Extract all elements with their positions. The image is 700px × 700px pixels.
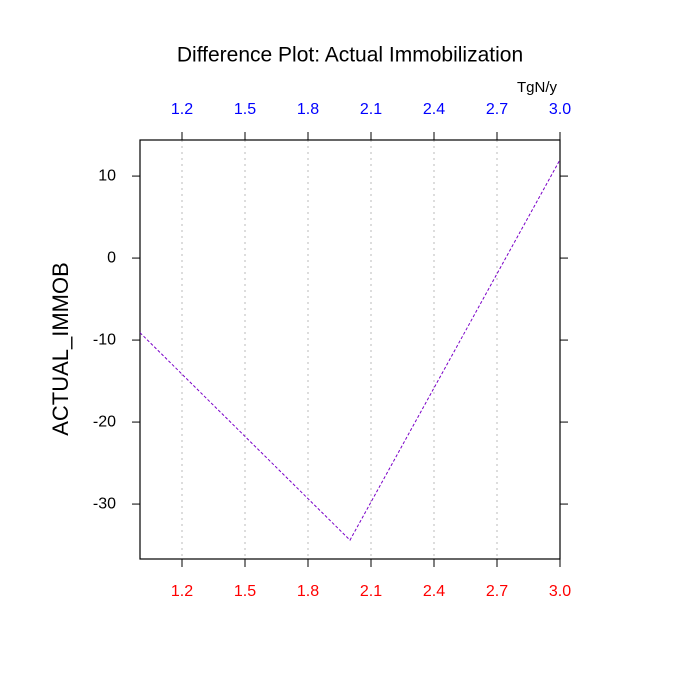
x2-tick-label: 1.5 [234,101,256,118]
chart-title: Difference Plot: Actual Immobilization [177,44,523,67]
y-tick-label: -20 [93,413,116,430]
plot-frame [139,139,561,560]
y-tick-label: -10 [93,331,116,348]
x2-tick-label: 2.7 [486,101,508,118]
x-tick-label: 2.4 [423,583,445,600]
x-tick-label: 3.0 [549,583,571,600]
y-tick-label: 0 [107,249,116,266]
x-tick-label: 2.1 [360,583,382,600]
x-tick-label: 1.5 [234,583,256,600]
y-tick-label: -30 [93,495,116,512]
x-tick-label: 1.8 [297,583,319,600]
x2-tick-label: 2.4 [423,101,445,118]
x2-tick-label: 1.2 [171,101,193,118]
x-tick-label: 1.2 [171,583,193,600]
y-tick-label: 10 [98,167,116,184]
y-axis-label: ACTUAL_IMMOB [48,262,73,436]
x2-tick-label: 1.8 [297,101,319,118]
x2-tick-label: 2.1 [360,101,382,118]
x-tick-label: 2.7 [486,583,508,600]
data-line [139,159,561,541]
top-axis-label: TgN/y [517,79,558,96]
x2-tick-label: 3.0 [549,101,571,118]
